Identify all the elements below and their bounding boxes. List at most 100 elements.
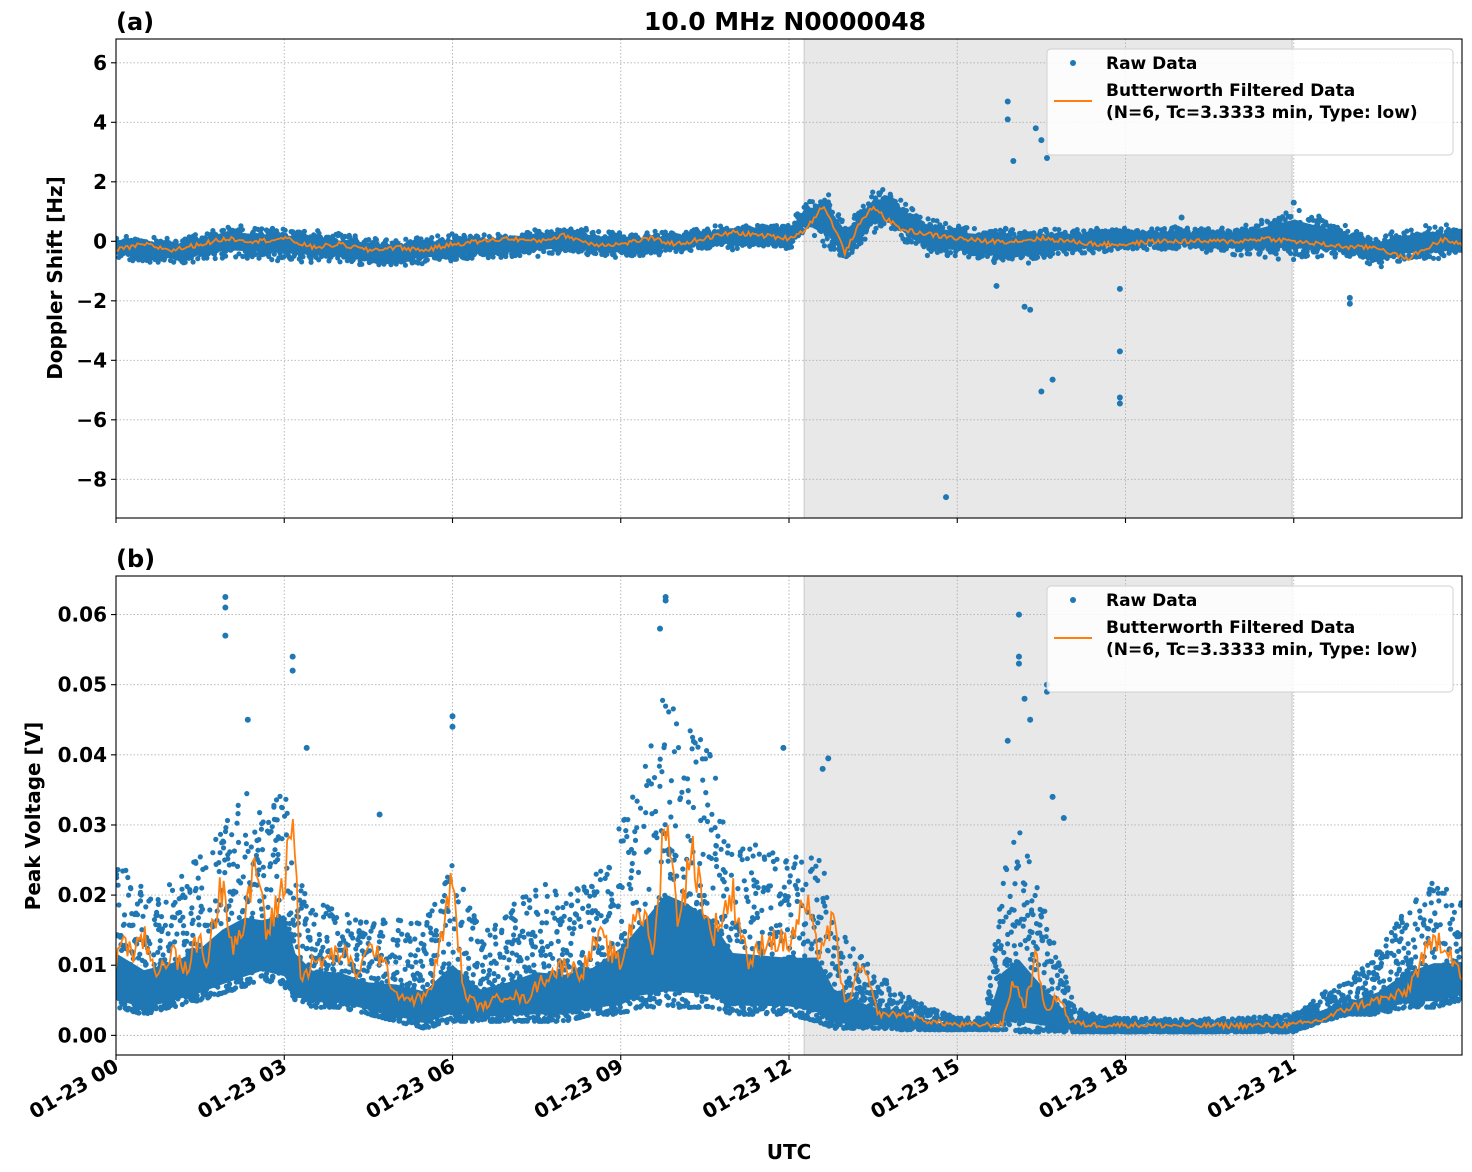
panel-a-raw-point — [1063, 251, 1069, 257]
panel-a-raw-point — [1315, 254, 1321, 260]
panel-a-raw-point — [898, 197, 904, 203]
panel-a-raw-point — [1095, 227, 1101, 233]
panel-a-raw-point — [188, 255, 194, 261]
panel-a-raw-point — [1333, 251, 1339, 257]
panel-a-raw-point — [383, 237, 389, 243]
panel-a-raw-point — [964, 225, 970, 231]
panel-a-raw-point — [402, 262, 408, 268]
panel-a-raw-point — [236, 251, 242, 257]
panel-a-raw-point — [223, 253, 229, 259]
panel-a-raw-point — [1389, 229, 1395, 235]
panel-a-raw-point — [485, 255, 491, 261]
panel-a-raw-point — [934, 218, 940, 224]
panel-a-raw-point — [1090, 250, 1096, 256]
panel-a-raw-point — [549, 250, 555, 256]
panel-a-raw-point — [734, 245, 740, 251]
panel-a-raw-point — [424, 257, 430, 263]
panel-a-raw-point — [220, 227, 227, 233]
panel-a-raw-point — [839, 217, 845, 223]
panel-a-raw-point — [811, 232, 818, 239]
panel-a-raw-point — [943, 220, 949, 227]
panel-a-raw-point — [204, 255, 210, 261]
panel-a-raw-point — [563, 247, 570, 253]
panel-a-raw-point — [1161, 226, 1167, 232]
panel-a-raw-point — [173, 239, 179, 245]
panel-a-raw-point — [274, 230, 280, 236]
panel-a-raw-point — [1219, 225, 1225, 231]
panel-a-raw-point — [952, 253, 958, 259]
panel-a-raw-point — [1378, 264, 1384, 270]
panel-a-raw-point — [481, 232, 487, 238]
panel-a-raw-point — [244, 255, 250, 261]
panel-a-raw-point — [652, 228, 658, 234]
panel-a-raw-point — [1291, 256, 1297, 263]
panel-a-raw-point — [259, 226, 265, 232]
panel-a-raw-point — [583, 227, 590, 233]
panel-a-raw-point — [517, 252, 523, 259]
panel-a-raw-point — [908, 239, 915, 245]
panel-a-raw-point — [903, 201, 909, 207]
panel-a-raw-point — [930, 217, 936, 223]
panel-a-raw-point — [593, 250, 599, 257]
panel-a-raw-point — [831, 246, 837, 252]
panel-a-raw-point — [1231, 252, 1238, 258]
panel-a-raw-point — [880, 187, 886, 193]
panel-a-raw-point — [490, 254, 496, 260]
panel-a-raw-point — [820, 238, 826, 244]
panel-a-raw-point — [366, 237, 372, 243]
panel-a-raw-point — [1259, 220, 1265, 227]
panel-a-raw-point — [788, 244, 795, 250]
panel-a-raw-point — [1044, 229, 1050, 235]
panel-a-raw-point — [1275, 256, 1281, 262]
panel-a-raw-point — [1345, 228, 1351, 234]
panel-a-raw-point — [299, 259, 305, 265]
panel-a-raw-point — [1108, 247, 1114, 253]
panel-a-raw-point — [449, 231, 455, 237]
panel-a-raw-point — [195, 256, 201, 262]
panel-a-raw-point — [1379, 259, 1385, 265]
panel-a-raw-point — [1342, 222, 1348, 229]
panel-a-raw-point — [1082, 250, 1088, 256]
panel-a-raw-point — [860, 203, 866, 209]
panel-a-raw-point — [116, 235, 120, 242]
panel-a-raw-point — [712, 223, 718, 229]
panel-a-raw-point — [308, 259, 314, 265]
panel-a-raw-point — [1055, 250, 1061, 256]
panel-a-raw-point — [282, 227, 288, 233]
panel-a-raw-point — [1056, 227, 1062, 233]
panel-a-raw-point — [1238, 252, 1244, 258]
panel-a-raw-point — [1324, 222, 1330, 228]
panel-a-raw-point — [1011, 231, 1017, 237]
panel-a-raw-point — [255, 226, 261, 232]
panel-a-raw-point — [1247, 251, 1253, 257]
panel-a-raw-point — [1025, 260, 1032, 266]
panel-a-raw-point — [862, 236, 868, 242]
panel-a-raw-point — [373, 237, 379, 243]
panel-a-raw-point — [1050, 251, 1056, 257]
panel-a-raw-point — [1296, 207, 1302, 214]
panel-a-raw-point — [435, 233, 441, 239]
panel-a-raw-point — [171, 259, 177, 265]
panel-a-raw-point — [888, 194, 894, 200]
panel-a-raw-point — [1159, 246, 1165, 252]
panel-a-raw-point — [403, 236, 409, 242]
panel-a-raw-point — [1052, 226, 1058, 232]
panel-a-raw-point — [281, 254, 287, 260]
panel-a-raw-point — [541, 248, 547, 255]
panel-a-raw-point — [924, 252, 931, 259]
panel-a-raw-point — [415, 260, 421, 266]
panel-a-raw-point — [1176, 244, 1182, 250]
panel-a-raw-point — [984, 253, 991, 259]
panel-a-raw-point — [824, 236, 830, 242]
panel-a-raw-point — [212, 255, 218, 262]
panel-a-raw-point — [809, 199, 816, 205]
panel-a-raw-point — [256, 255, 262, 261]
panel-a-raw-point — [271, 251, 277, 257]
panel-a-raw-point — [1319, 253, 1325, 259]
panel-a-raw-point — [1144, 246, 1150, 252]
panel-a-raw-point — [233, 254, 239, 260]
panel-a-raw-point — [1383, 233, 1389, 239]
panel-a-plot-area — [116, 98, 1462, 501]
